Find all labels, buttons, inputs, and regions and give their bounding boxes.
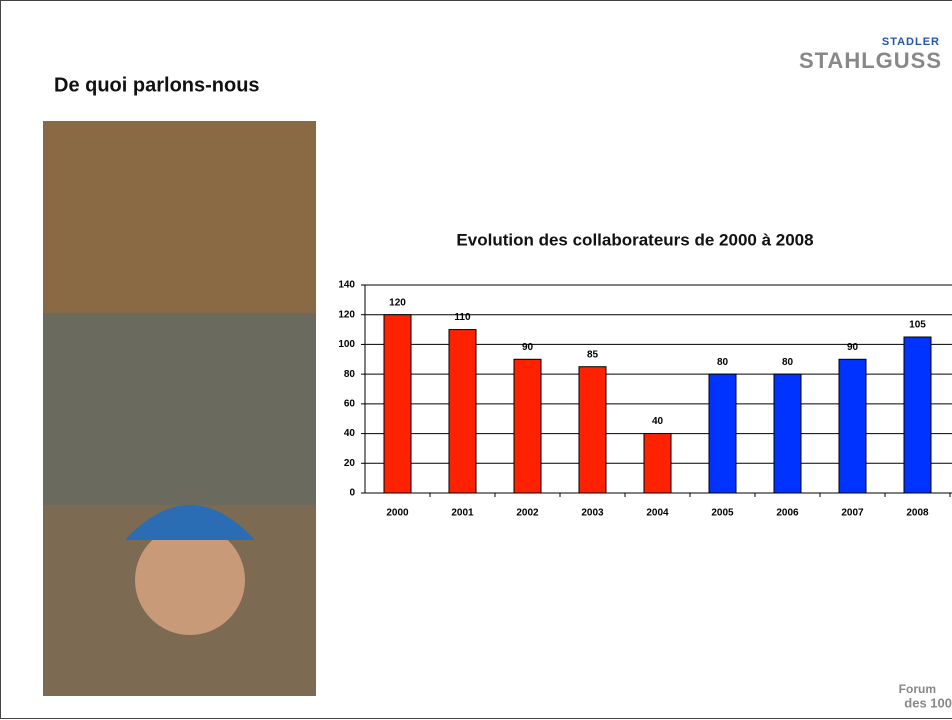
photo-face <box>135 525 245 635</box>
bar <box>644 434 671 493</box>
data-label: 80 <box>717 357 729 368</box>
bar <box>449 330 476 493</box>
chart-title: Evolution des collaborateurs de 2000 à 2… <box>456 230 813 249</box>
x-tick-label: 2004 <box>646 508 669 519</box>
photo-chains <box>43 313 316 505</box>
logo-top: STADLER <box>882 36 940 48</box>
slide-title: De quoi parlons-nous <box>54 74 260 96</box>
y-tick-label: 0 <box>349 488 355 499</box>
data-label: 80 <box>782 357 794 368</box>
x-tick-label: 2003 <box>581 508 604 519</box>
y-tick-label: 140 <box>338 280 355 291</box>
bar <box>774 374 801 493</box>
x-tick-label: 2005 <box>711 508 734 519</box>
slide: De quoi parlons-nous STADLER STAHLGUSS E… <box>0 0 952 720</box>
x-tick-label: 2008 <box>906 508 929 519</box>
y-tick-label: 20 <box>344 458 356 469</box>
data-label: 85 <box>587 349 599 360</box>
bar <box>514 359 541 493</box>
x-tick-label: 2002 <box>516 508 539 519</box>
bar <box>579 367 606 493</box>
x-tick-label: 2001 <box>451 508 474 519</box>
footer-logo-top: Forum <box>899 682 936 696</box>
y-tick-label: 60 <box>344 398 356 409</box>
bar <box>709 374 736 493</box>
data-label: 120 <box>389 297 406 308</box>
x-tick-label: 2007 <box>841 508 864 519</box>
photo-workers <box>43 121 316 313</box>
bar <box>839 359 866 493</box>
y-tick-label: 40 <box>344 428 356 439</box>
data-label: 110 <box>454 312 471 323</box>
footer-logo-main: des 100 <box>904 695 952 710</box>
bar <box>904 337 931 493</box>
logo-main: STAHLGUSS <box>799 48 942 73</box>
data-label: 105 <box>909 320 926 331</box>
x-tick-label: 2006 <box>776 508 799 519</box>
x-tick-label: 2000 <box>386 508 409 519</box>
data-label: 90 <box>847 342 859 353</box>
y-tick-label: 80 <box>344 369 356 380</box>
data-label: 40 <box>652 416 664 427</box>
y-tick-label: 100 <box>338 339 355 350</box>
y-tick-label: 120 <box>338 309 355 320</box>
data-label: 90 <box>522 342 534 353</box>
photos <box>43 121 316 696</box>
bar <box>384 315 411 493</box>
